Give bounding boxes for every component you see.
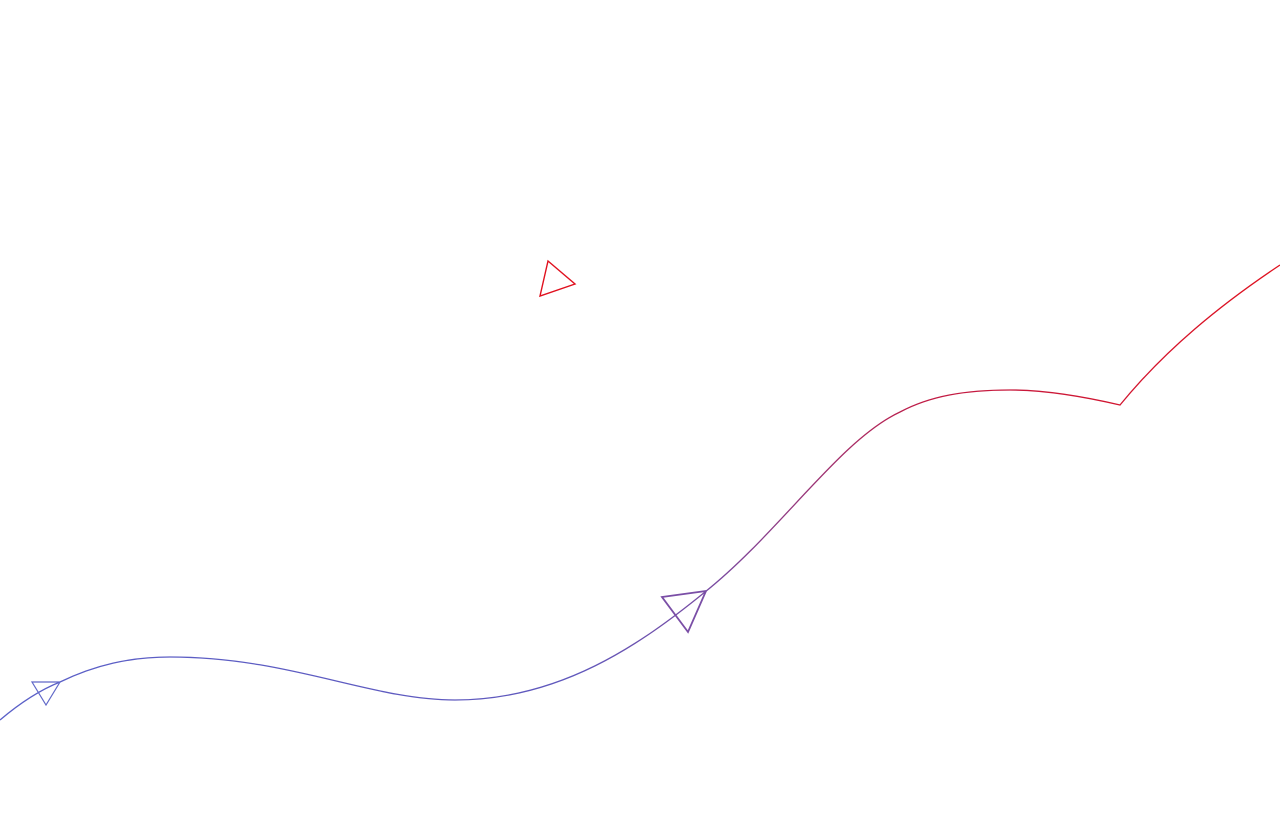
plane-purple [660,589,708,634]
flight-path [0,264,1280,721]
plane-red [539,259,577,298]
plane-blue [30,681,62,707]
